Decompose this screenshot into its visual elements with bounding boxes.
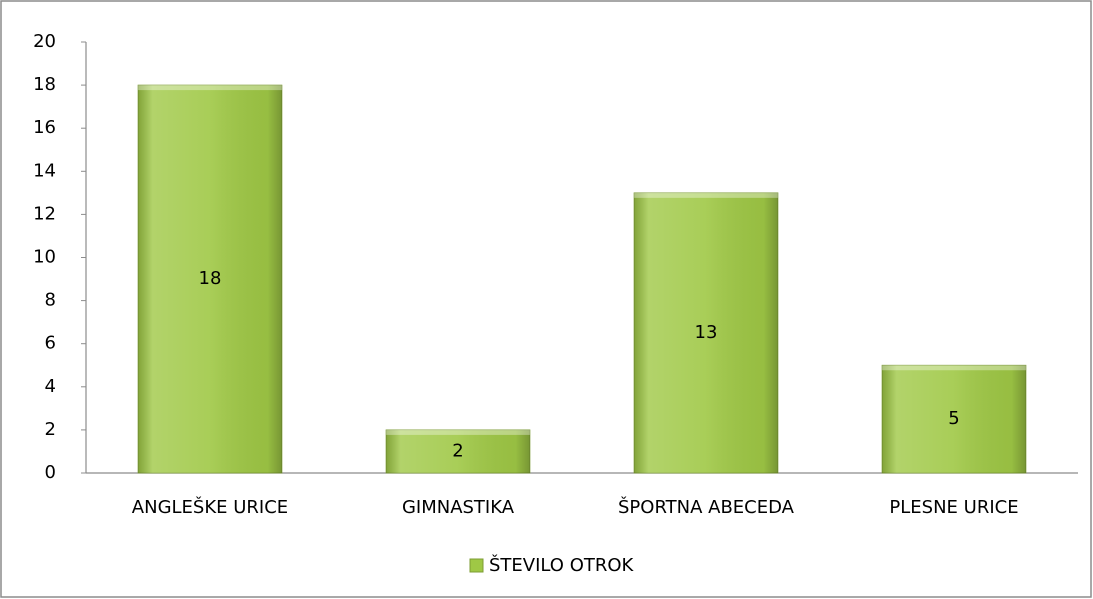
y-tick-label: 16 [33,117,56,138]
y-tick-label: 6 [45,333,56,354]
y-tick-label: 8 [45,290,56,311]
x-tick-label: GIMNASTIKA [402,497,515,518]
data-label: 13 [695,322,718,343]
data-label: 18 [199,268,222,289]
legend-swatch [469,558,484,573]
y-tick-label: 0 [45,462,56,483]
y-tick-label: 12 [33,203,56,224]
y-tick-label: 18 [33,74,56,95]
y-tick-label: 4 [45,376,56,397]
y-tick-label: 20 [33,31,56,52]
bar-bevel [634,192,778,198]
x-tick-label: ŠPORTNA ABECEDA [618,496,795,518]
bar-bevel [386,429,530,435]
bar-bevel [882,365,1026,371]
data-label: 2 [452,440,463,461]
legend-label: ŠTEVILO OTROK [489,554,635,576]
y-tick-label: 10 [33,247,56,268]
data-label: 5 [948,408,959,429]
x-tick-label: PLESNE URICE [889,497,1018,518]
y-tick-label: 2 [45,419,56,440]
x-tick-label: ANGLEŠKE URICE [132,496,288,518]
bar-bevel [138,85,282,91]
y-tick-label: 14 [33,160,56,181]
